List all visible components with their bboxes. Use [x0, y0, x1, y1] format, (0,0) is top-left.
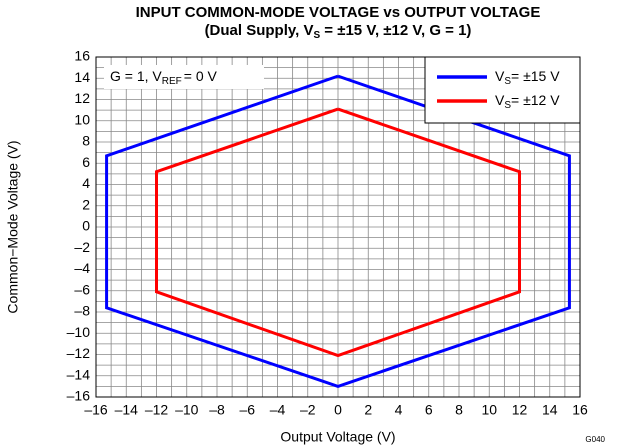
x-tick-label: –2 — [300, 402, 316, 418]
y-tick-label: –12 — [67, 345, 91, 361]
x-tick-label: –12 — [145, 402, 169, 418]
y-tick-label: 16 — [74, 48, 90, 64]
x-tick-label: 14 — [542, 402, 558, 418]
annotation-part: = 0 V — [184, 68, 218, 84]
x-tick-label: 8 — [455, 402, 463, 418]
x-tick-label: 6 — [425, 402, 433, 418]
figure-code: G040 — [585, 435, 605, 444]
y-tick-label: –14 — [67, 366, 91, 382]
x-tick-label: 10 — [481, 402, 497, 418]
legend-box — [424, 56, 581, 124]
x-tick-label: –16 — [84, 402, 108, 418]
series-line — [105, 74, 571, 388]
x-tick-label: –8 — [209, 402, 225, 418]
legend: VS= ±15 VVS= ±12 V — [424, 56, 581, 124]
legend-part: V — [495, 68, 505, 84]
y-tick-label: 12 — [74, 90, 90, 106]
annotation-box — [104, 65, 264, 89]
y-tick-label: –16 — [67, 388, 91, 404]
y-axis-label: Common−Mode Voltage (V) — [5, 140, 21, 313]
y-tick-label: 2 — [82, 196, 90, 212]
plot-frame — [95, 56, 581, 398]
annotation-text: G = 1, VREF = 0 V — [110, 68, 217, 87]
legend-part: V — [495, 92, 505, 108]
x-tick-label: –6 — [239, 402, 255, 418]
x-tick-label: 2 — [364, 402, 372, 418]
y-tick-label: 6 — [82, 154, 90, 170]
annotation: G = 1, VREF = 0 V — [104, 65, 264, 89]
y-tick-label: –4 — [74, 260, 90, 276]
y-tick-label: 4 — [82, 175, 90, 191]
chart-title: INPUT COMMON-MODE VOLTAGE vs OUTPUT VOLT… — [136, 4, 541, 21]
subtitle-part: (Dual Supply, V — [205, 22, 314, 39]
legend-part: = ±12 V — [511, 92, 560, 108]
chart-subtitle: (Dual Supply, VS = ±15 V, ±12 V, G = 1) — [205, 22, 472, 41]
legend-sub: S — [504, 76, 511, 87]
y-tick-label: 10 — [74, 111, 90, 127]
annotation-sub: REF — [162, 76, 182, 87]
y-tick-label: 14 — [74, 69, 90, 85]
y-tick-label: –8 — [74, 303, 90, 319]
subtitle-part: = ±15 V, ±12 V, G = 1) — [320, 22, 471, 39]
x-tick-label: –4 — [270, 402, 286, 418]
series-line — [155, 107, 521, 358]
x-tick-label: –10 — [175, 402, 199, 418]
legend-sub: S — [504, 100, 511, 111]
subtitle-sub: S — [313, 30, 320, 41]
legend-part: = ±15 V — [511, 68, 560, 84]
y-tick-label: –2 — [74, 239, 90, 255]
x-tick-label: 4 — [395, 402, 403, 418]
y-tick-label: 0 — [82, 218, 90, 234]
y-tick-label: –10 — [67, 324, 91, 340]
y-tick-label: –6 — [74, 281, 90, 297]
legend-label: VS= ±12 V — [495, 92, 560, 111]
y-tick-label: 8 — [82, 133, 90, 149]
x-tick-label: 0 — [334, 402, 342, 418]
x-tick-label: –14 — [115, 402, 139, 418]
x-tick-label: 16 — [572, 402, 588, 418]
legend-label: VS= ±15 V — [495, 68, 560, 87]
annotation-part: G = 1, V — [110, 68, 162, 84]
x-tick-label: 12 — [512, 402, 528, 418]
x-axis-label: Output Voltage (V) — [280, 429, 395, 445]
